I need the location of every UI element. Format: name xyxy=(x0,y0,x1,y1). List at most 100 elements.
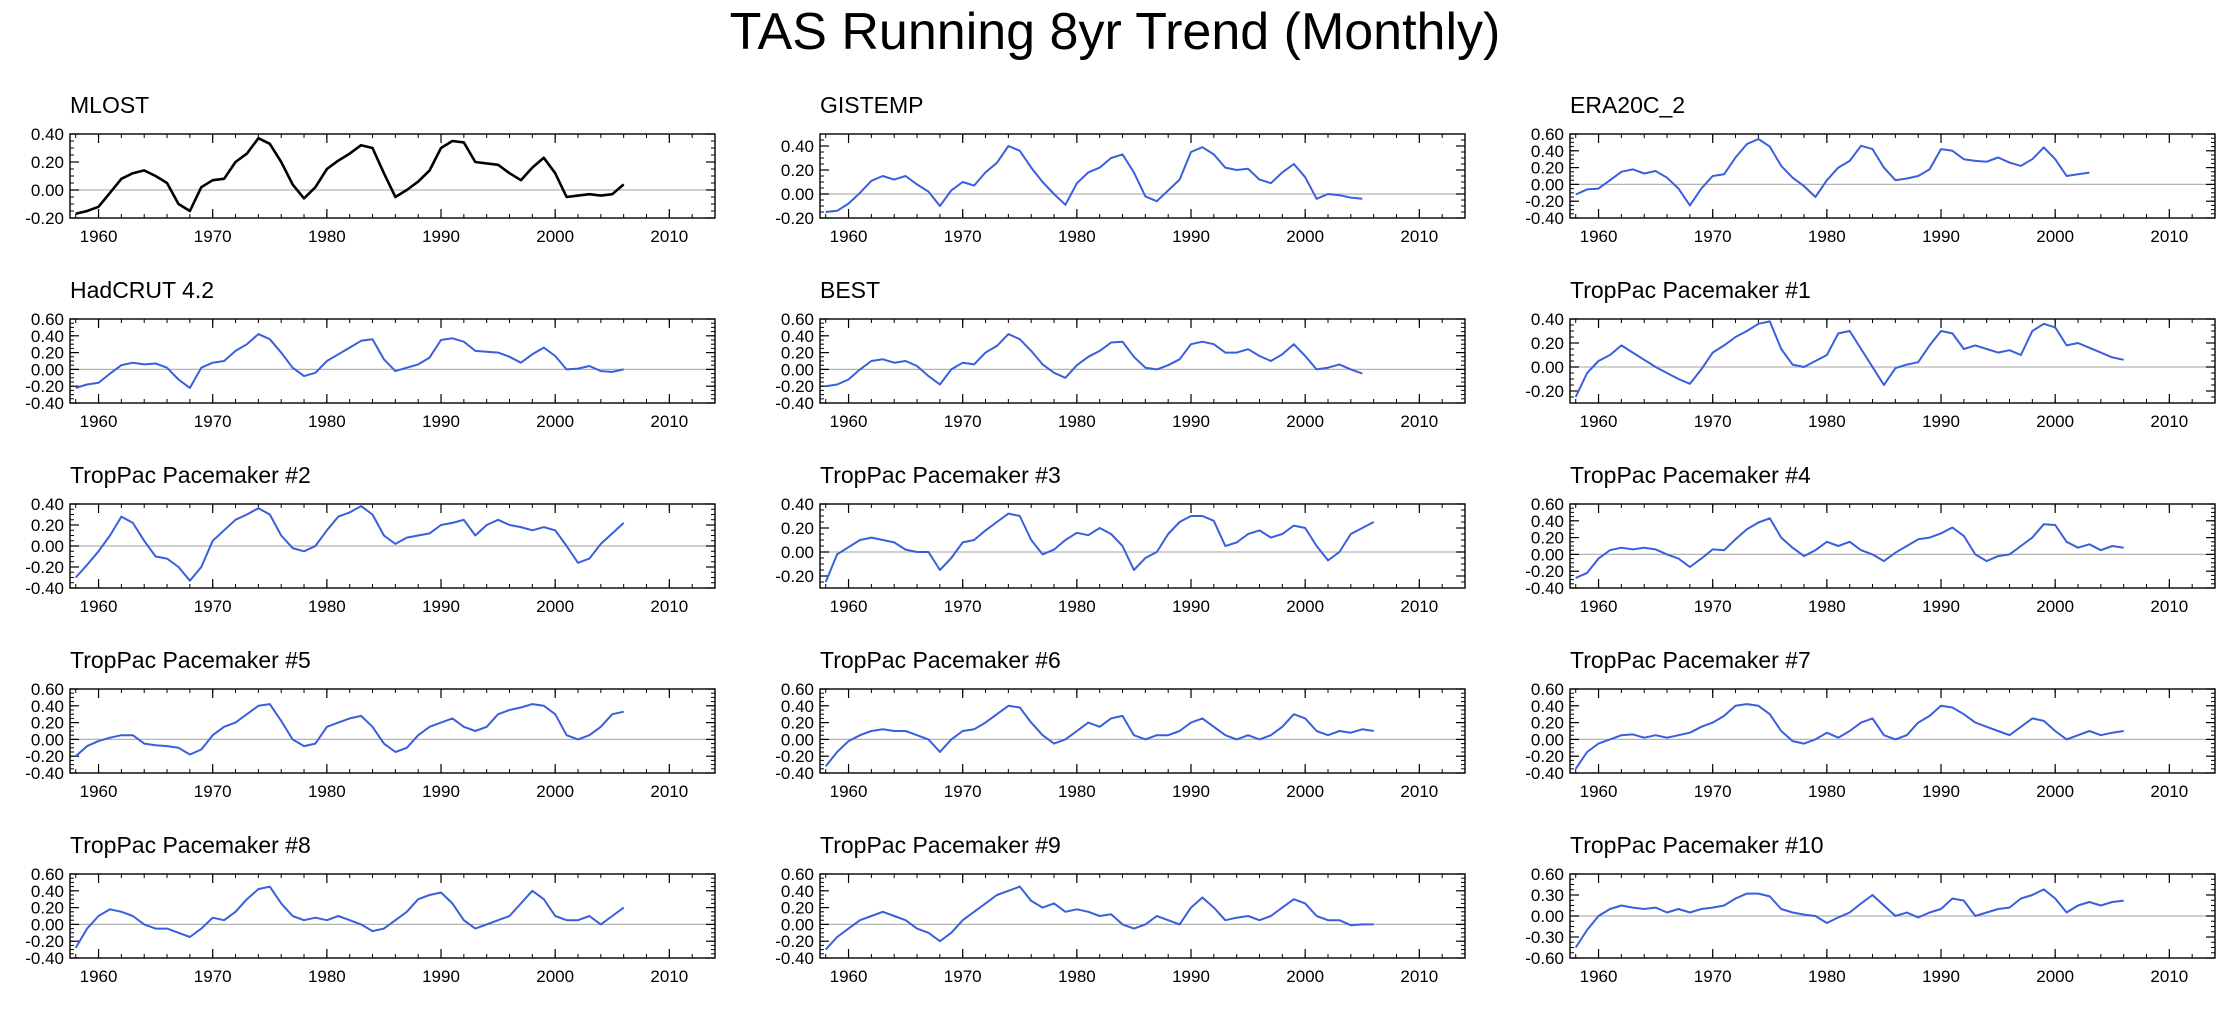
y-tick-label: -0.20 xyxy=(775,377,814,396)
y-tick-label: 0.00 xyxy=(781,360,814,379)
x-tick-label: 1990 xyxy=(1172,597,1210,616)
y-tick-label: 0.20 xyxy=(31,516,64,535)
panel-title: TropPac Pacemaker #1 xyxy=(1570,277,1811,303)
series-line xyxy=(825,333,1363,388)
y-tick-label: -0.40 xyxy=(775,949,814,968)
x-tick-label: 1970 xyxy=(194,967,232,986)
x-tick-label: 1990 xyxy=(422,597,460,616)
y-tick-label: 0.20 xyxy=(1531,159,1564,178)
x-tick-label: 1960 xyxy=(830,782,868,801)
x-tick-label: 1970 xyxy=(944,782,982,801)
x-tick-label: 1990 xyxy=(1172,227,1210,246)
chart-svg: -0.40-0.200.000.200.400.60 1960 1970 1980 19… xyxy=(1525,125,2216,246)
x-tick-label: 1980 xyxy=(1058,597,1096,616)
x-tick-label: 1960 xyxy=(830,227,868,246)
x-tick-label: 1960 xyxy=(1580,967,1618,986)
y-tick-label: -0.20 xyxy=(25,558,64,577)
series-line xyxy=(75,703,624,757)
y-tick-label: 0.40 xyxy=(1531,512,1564,531)
y-tick-label: 0.60 xyxy=(31,865,64,884)
x-tick-label: 1960 xyxy=(830,412,868,431)
plot-frame xyxy=(1569,503,2216,589)
plot-frame xyxy=(1569,873,2216,959)
y-tick-label: -0.40 xyxy=(25,764,64,783)
x-tick-label: 1960 xyxy=(80,597,118,616)
x-tick-label: 2010 xyxy=(2150,227,2188,246)
x-tick-label: 1990 xyxy=(422,227,460,246)
y-tick-label: -0.20 xyxy=(25,747,64,766)
x-tick-label: 1980 xyxy=(1058,227,1096,246)
y-tick-label: -0.40 xyxy=(1525,209,1564,228)
x-tick-label: 1980 xyxy=(1808,782,1846,801)
x-tick-label: 1960 xyxy=(80,782,118,801)
y-tick-label: 0.40 xyxy=(31,125,64,144)
x-tick-label: 2000 xyxy=(2036,412,2074,431)
chart-panel: TropPac Pacemaker #1 -0.20 0.00 0.20 0.40 196… xyxy=(1500,277,2230,447)
x-tick-label: 1970 xyxy=(944,967,982,986)
x-tick-label: 2000 xyxy=(1286,227,1324,246)
x-tick-label: 2010 xyxy=(2150,967,2188,986)
x-tick-label: 1980 xyxy=(308,782,346,801)
x-tick-label: 2010 xyxy=(1400,412,1438,431)
plot-frame xyxy=(819,318,1466,404)
chart-panel: TropPac Pacemaker #8 -0.40 -0.20 0.00 0.20 0.… xyxy=(0,832,735,1002)
x-tick-label: 1990 xyxy=(1922,967,1960,986)
x-tick-label: 1960 xyxy=(80,967,118,986)
chart-svg: -0.40-0.200.000.200.400.60 1960 1970 1980 19… xyxy=(25,865,716,986)
y-tick-label: -0.20 xyxy=(775,932,814,951)
x-tick-label: 2000 xyxy=(1286,597,1324,616)
panel-title: GISTEMP xyxy=(820,92,924,118)
y-tick-label: -0.40 xyxy=(1525,764,1564,783)
y-tick-label: 0.60 xyxy=(31,310,64,329)
y-tick-label: 0.00 xyxy=(31,915,64,934)
y-tick-label: -0.20 xyxy=(775,567,814,586)
chart-panel: BEST -0.40 -0.20 0.00 0.20 0.40 0.60 1960 1970 19… xyxy=(750,277,1485,447)
x-tick-label: 1980 xyxy=(308,227,346,246)
chart-svg: -0.60 -0.30 0.00 0.30 0.60 1960 1970 1980 1990 20… xyxy=(1525,865,2216,986)
y-tick-label: 0.40 xyxy=(781,697,814,716)
chart-svg: -0.40 -0.20 0.00 0.20 0.40 1960 1970 1980 1990 20… xyxy=(25,495,716,616)
panel-title: TropPac Pacemaker #10 xyxy=(1570,832,1824,858)
chart-svg: -0.40-0.200.000.200.400.60 1960 1970 1980 19… xyxy=(1525,495,2216,616)
y-tick-label: 0.60 xyxy=(1531,125,1564,144)
panel-title: TropPac Pacemaker #5 xyxy=(70,647,311,673)
x-tick-label: 1980 xyxy=(1058,782,1096,801)
x-tick-label: 2000 xyxy=(536,412,574,431)
y-tick-label: 0.60 xyxy=(1531,495,1564,514)
y-tick-label: -0.20 xyxy=(25,932,64,951)
x-tick-label: 1980 xyxy=(308,597,346,616)
x-tick-label: 1960 xyxy=(1580,782,1618,801)
y-tick-label: -0.40 xyxy=(775,764,814,783)
y-tick-label: -0.20 xyxy=(775,209,814,228)
x-tick-label: 2010 xyxy=(1400,227,1438,246)
x-tick-label: 1970 xyxy=(194,412,232,431)
y-tick-label: 0.00 xyxy=(1531,175,1564,194)
y-tick-label: 0.30 xyxy=(1531,886,1564,905)
chart-svg: -0.40-0.200.000.200.400.60 1960 1970 1980 19… xyxy=(775,680,1466,801)
chart-panel: ERA20C_2 -0.40 -0.20 0.00 0.20 0.40 0.60 1960 19… xyxy=(1500,92,2230,262)
x-tick-label: 1980 xyxy=(1058,967,1096,986)
y-tick-label: 0.60 xyxy=(1531,680,1564,699)
x-tick-label: 2000 xyxy=(536,597,574,616)
x-tick-label: 2000 xyxy=(1286,412,1324,431)
y-tick-label: 0.20 xyxy=(781,519,814,538)
chart-svg: -0.40-0.200.000.200.400.60 1960 1970 1980 19… xyxy=(25,680,716,801)
y-tick-label: 0.00 xyxy=(781,730,814,749)
y-tick-label: 0.60 xyxy=(781,865,814,884)
x-tick-label: 1990 xyxy=(422,782,460,801)
x-tick-label: 1980 xyxy=(1808,227,1846,246)
y-tick-label: 0.00 xyxy=(1531,545,1564,564)
x-tick-label: 2010 xyxy=(650,412,688,431)
x-tick-label: 1990 xyxy=(1922,597,1960,616)
plot-frame xyxy=(819,503,1466,589)
x-tick-label: 2010 xyxy=(650,227,688,246)
series-line xyxy=(1575,138,2090,207)
x-tick-label: 1970 xyxy=(1694,412,1732,431)
y-tick-label: 0.40 xyxy=(781,137,814,156)
y-tick-label: 0.20 xyxy=(1531,529,1564,548)
panel-title: HadCRUT 4.2 xyxy=(70,277,215,303)
x-tick-label: 2000 xyxy=(2036,782,2074,801)
y-tick-label: 0.00 xyxy=(31,360,64,379)
x-tick-label: 1990 xyxy=(1172,412,1210,431)
y-tick-label: 0.20 xyxy=(31,344,64,363)
